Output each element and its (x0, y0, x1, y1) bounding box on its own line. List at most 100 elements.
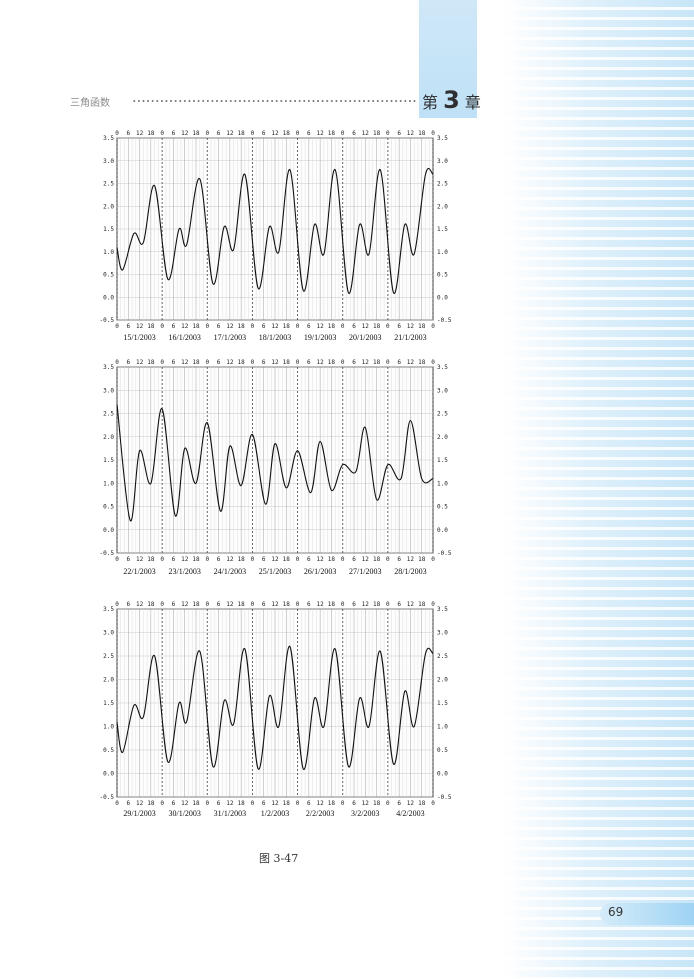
hour-tick-top: 12 (407, 601, 415, 608)
hour-tick-top: 6 (217, 130, 221, 137)
y-tick-label-left: 1.0 (103, 724, 114, 731)
y-tick-label-right: 2.0 (437, 677, 448, 684)
hour-tick-bottom: 12 (317, 800, 325, 807)
hour-tick-bottom: 12 (136, 323, 144, 330)
chapter-number: 3 (443, 86, 460, 114)
hour-tick-bottom: 0 (160, 800, 164, 807)
hour-tick-top: 18 (328, 601, 336, 608)
hour-tick-top: 18 (328, 130, 336, 137)
hour-tick-bottom: 6 (262, 556, 266, 563)
hour-tick-bottom: 0 (160, 323, 164, 330)
date-label: 28/1/2003 (394, 567, 426, 576)
hour-tick-bottom: 18 (192, 800, 200, 807)
date-label: 26/1/2003 (304, 567, 336, 576)
y-tick-label-left: 2.5 (103, 181, 114, 188)
hour-tick-top: 0 (296, 601, 300, 608)
hour-tick-bottom: 18 (373, 323, 381, 330)
date-label: 15/1/2003 (123, 333, 155, 342)
hour-tick-top: 0 (160, 601, 164, 608)
y-tick-label-left: -0.5 (100, 794, 115, 801)
hour-tick-top: 18 (373, 130, 381, 137)
tide-chart-1: -0.5 -0.5 0.0 0.0 0.5 0.5 1.0 1.0 1.5 1.5 2.0 2.0 2.… (100, 130, 452, 342)
hour-tick-bottom: 18 (283, 800, 291, 807)
hour-tick-bottom: 0 (386, 800, 390, 807)
hour-tick-top: 0 (341, 601, 345, 608)
hour-tick-top: 6 (352, 359, 356, 366)
hour-tick-bottom: 6 (307, 800, 311, 807)
hour-tick-top: 0 (115, 130, 119, 137)
hour-tick-bottom: 6 (172, 556, 176, 563)
y-tick-label-left: 2.5 (103, 411, 114, 418)
hour-tick-top: 12 (317, 601, 325, 608)
tide-series-line (116, 404, 434, 522)
hour-tick-bottom: 18 (283, 556, 291, 563)
hour-tick-bottom: 0 (431, 323, 435, 330)
hour-tick-top: 18 (283, 130, 291, 137)
date-label: 17/1/2003 (214, 333, 246, 342)
y-tick-label-left: 1.5 (103, 700, 114, 707)
hour-tick-top: 6 (217, 359, 221, 366)
hour-tick-top: 12 (136, 359, 144, 366)
hour-tick-top: 0 (251, 359, 255, 366)
chapter-prefix: 第 (422, 93, 439, 112)
hour-tick-top: 12 (181, 130, 189, 137)
hour-tick-top: 6 (126, 359, 130, 366)
hour-tick-bottom: 0 (115, 323, 119, 330)
hour-tick-top: 0 (431, 359, 435, 366)
hour-tick-bottom: 12 (226, 800, 234, 807)
y-tick-label-right: 3.5 (437, 606, 448, 613)
hour-tick-bottom: 0 (341, 323, 345, 330)
hour-tick-bottom: 0 (251, 556, 255, 563)
y-tick-label-left: 1.5 (103, 226, 114, 233)
hour-tick-top: 0 (160, 359, 164, 366)
y-tick-label-right: 0.0 (437, 294, 448, 301)
hour-tick-bottom: 6 (217, 800, 221, 807)
hour-tick-bottom: 18 (418, 323, 426, 330)
hour-tick-bottom: 6 (172, 800, 176, 807)
hour-tick-bottom: 12 (407, 800, 415, 807)
y-tick-label-right: 0.0 (437, 771, 448, 778)
chapter-tab (419, 0, 477, 118)
hour-tick-top: 12 (271, 130, 279, 137)
y-tick-label-left: 0.0 (103, 771, 114, 778)
hour-tick-bottom: 18 (283, 323, 291, 330)
hour-tick-bottom: 12 (317, 323, 325, 330)
hour-tick-bottom: 18 (418, 800, 426, 807)
hour-tick-top: 18 (418, 601, 426, 608)
hour-tick-top: 6 (397, 359, 401, 366)
hour-tick-bottom: 12 (271, 323, 279, 330)
hour-tick-top: 12 (317, 130, 325, 137)
hour-tick-top: 6 (307, 359, 311, 366)
hour-tick-top: 0 (431, 130, 435, 137)
y-tick-label-left: 2.0 (103, 203, 114, 210)
hour-tick-bottom: 0 (160, 556, 164, 563)
hour-tick-bottom: 12 (226, 323, 234, 330)
y-tick-label-right: 2.5 (437, 181, 448, 188)
hour-tick-top: 6 (397, 601, 401, 608)
hour-tick-top: 6 (217, 601, 221, 608)
y-tick-label-left: 3.0 (103, 630, 114, 637)
hour-tick-top: 0 (431, 601, 435, 608)
date-label: 2/2/2003 (306, 809, 334, 818)
hour-tick-bottom: 18 (328, 323, 336, 330)
hour-tick-bottom: 0 (296, 323, 300, 330)
hour-tick-bottom: 12 (407, 323, 415, 330)
y-tick-label-right: 1.0 (437, 480, 448, 487)
hour-tick-top: 6 (397, 130, 401, 137)
hour-tick-bottom: 18 (192, 323, 200, 330)
hour-tick-top: 0 (115, 359, 119, 366)
y-tick-label-right: 0.5 (437, 272, 448, 279)
hour-tick-bottom: 12 (271, 556, 279, 563)
date-label: 29/1/2003 (123, 809, 155, 818)
hour-tick-bottom: 0 (341, 556, 345, 563)
y-tick-label-left: 1.5 (103, 457, 114, 464)
y-tick-label-right: -0.5 (437, 317, 452, 324)
y-tick-label-right: 0.5 (437, 747, 448, 754)
hour-tick-bottom: 18 (238, 556, 246, 563)
y-tick-label-left: 3.0 (103, 158, 114, 165)
hour-tick-bottom: 0 (341, 800, 345, 807)
tide-chart-3: -0.5 -0.5 0.0 0.0 0.5 0.5 1.0 1.0 1.5 1.5 2.0 2.0 2.… (100, 601, 452, 818)
hour-tick-top: 6 (307, 130, 311, 137)
page-stripe-background (504, 0, 694, 979)
hour-tick-bottom: 6 (307, 556, 311, 563)
